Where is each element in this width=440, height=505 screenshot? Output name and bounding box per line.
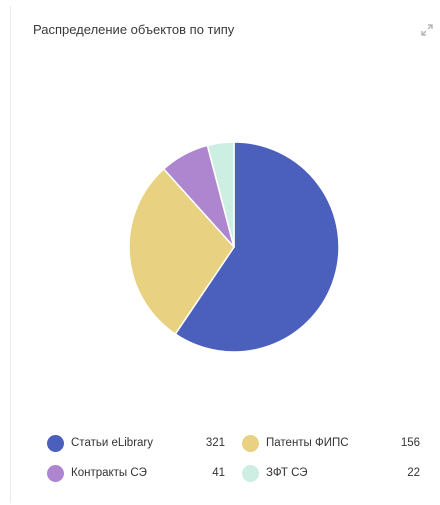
legend-label: Контракты СЭ xyxy=(71,467,147,479)
legend-item-4[interactable]: ЗФТ СЭ 22 xyxy=(242,463,420,485)
legend-value: 156 xyxy=(400,437,420,449)
legend-label: ЗФТ СЭ xyxy=(266,467,308,479)
pie-slice-2[interactable] xyxy=(128,168,235,335)
pie-slice-1[interactable] xyxy=(174,141,340,353)
expand-arrows-icon[interactable] xyxy=(421,24,433,36)
legend-color-dot xyxy=(47,465,64,482)
legend-value: 22 xyxy=(407,467,420,479)
legend-label: Статьи eLibrary xyxy=(71,437,154,449)
pie-slice-4[interactable] xyxy=(206,141,235,248)
legend-value: 321 xyxy=(205,437,225,449)
legend-color-dot xyxy=(47,435,64,452)
legend-color-dot xyxy=(242,435,259,452)
legend-item-2[interactable]: Патенты ФИПС 156 xyxy=(242,433,420,455)
legend-color-dot xyxy=(242,465,259,482)
legend-value: 41 xyxy=(212,467,225,479)
legend-label: Патенты ФИПС xyxy=(266,437,349,449)
legend-item-3[interactable]: Контракты СЭ 41 xyxy=(47,463,225,485)
widget-title: Распределение объектов по типу xyxy=(33,22,235,37)
legend-item-1[interactable]: Статьи eLibrary 321 xyxy=(47,433,225,455)
